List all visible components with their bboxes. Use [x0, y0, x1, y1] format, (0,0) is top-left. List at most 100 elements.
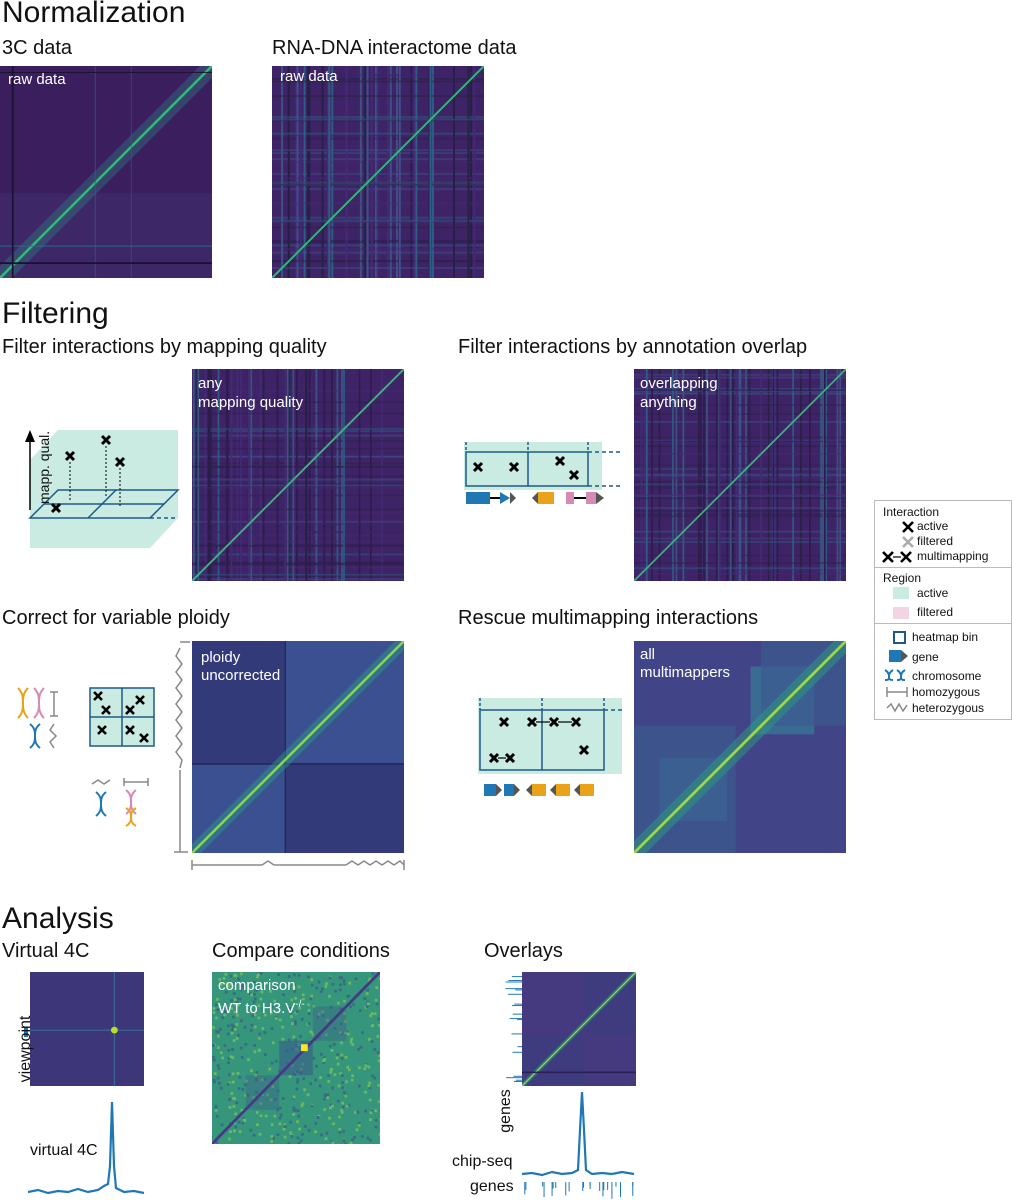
cross-active-icon — [902, 521, 914, 533]
heatmap-texture-dot — [240, 972, 243, 976]
heatmap-texture-dot — [295, 1087, 299, 1091]
heatmap-texture-dot — [340, 1056, 344, 1060]
homozygous-icon — [886, 687, 908, 697]
heatmap-texture-dot — [229, 974, 233, 978]
heatmap-texture-dot — [364, 1005, 368, 1009]
heatmap-texture-dot — [244, 1042, 248, 1046]
heatmap-texture-dot — [233, 1010, 237, 1014]
heatmap-texture-dot — [271, 1041, 275, 1045]
heatmap-texture-dot — [269, 1098, 273, 1102]
heatmap-texture-dot — [261, 1007, 265, 1011]
heatmap-texture-dot — [212, 1011, 216, 1014]
heatmap-texture-dot — [240, 1056, 244, 1059]
heatmap-texture-dot — [253, 992, 256, 996]
gene-icon — [889, 650, 908, 662]
axis-label: mapp. qual. — [36, 431, 52, 504]
heatmap-texture-dot — [374, 998, 378, 1002]
heatmap-texture-dot — [276, 1133, 280, 1136]
heatmap-texture-dot — [276, 1089, 280, 1093]
heatmap-texture-dot — [326, 1018, 329, 1022]
heatmap-texture-dot — [237, 1087, 241, 1090]
heatmap-texture-dot — [306, 1022, 310, 1026]
heatmap-texture-dot — [317, 1035, 321, 1039]
heatmap-texture-dot — [292, 1095, 296, 1099]
heatmap-texture-dot — [288, 1006, 292, 1010]
heatmap-ploidy — [192, 641, 404, 853]
heatmap-texture-dot — [345, 1104, 349, 1108]
heatmap-virtual-4c — [30, 972, 144, 1086]
heatmap-texture-dot — [309, 1030, 313, 1034]
heatmap-texture-dot — [292, 1108, 296, 1112]
heatmap-texture-dot — [374, 1109, 377, 1113]
heatmap-texture-dot — [231, 1048, 234, 1051]
heatmap-texture-dot — [369, 1138, 372, 1142]
heatmap-texture-dot — [371, 1074, 375, 1078]
heatmap-texture-dot — [219, 1051, 223, 1055]
heatmap-texture-dot — [294, 1038, 298, 1042]
heatmap-texture-dot — [347, 994, 350, 998]
heatmap-texture-dot — [339, 1007, 343, 1011]
heatmap-texture-dot — [337, 1084, 341, 1088]
heatmap-texture-dot — [319, 1084, 322, 1088]
heatmap-texture-dot — [350, 1037, 354, 1041]
genes-track-vertical — [505, 976, 522, 1082]
heatmap-texture-dot — [353, 1136, 356, 1139]
heatmap-texture-dot — [256, 973, 260, 976]
heatmap-texture-dot — [307, 1129, 311, 1132]
heatmap-texture-dot — [242, 1118, 246, 1122]
heatmap-texture-dot — [357, 1047, 360, 1051]
heatmap-texture-dot — [227, 1048, 231, 1052]
heatmap-texture-dot — [319, 1076, 322, 1080]
heatmap-texture-dot — [349, 1005, 352, 1009]
heatmap-texture-dot — [249, 1029, 253, 1032]
panel-title-annotation-overlap: Filter interactions by annotation overla… — [458, 336, 808, 358]
heatmap-texture-dot — [228, 1137, 231, 1141]
heatmap-texture-dot — [340, 1022, 343, 1026]
heatmap-texture-dot — [297, 1141, 301, 1144]
legend-chromosome: chromosome — [912, 669, 982, 683]
heatmap-texture-dot — [367, 1065, 371, 1069]
heatmap-texture-dot — [263, 1053, 267, 1056]
heatmap-texture-dot — [214, 1108, 218, 1112]
heatmap-texture-dot — [270, 1140, 273, 1143]
heatmap-texture-dot — [336, 1099, 340, 1103]
heatmap-texture-dot — [309, 997, 313, 1001]
heatmap-texture-dot — [377, 1100, 380, 1104]
heatmap-texture-dot — [227, 1057, 231, 1060]
heatmap-texture-dot — [253, 1043, 257, 1047]
heatmap-texture-dot — [221, 1056, 225, 1060]
heatmap-texture-dot — [302, 1077, 306, 1081]
heatmap-texture-dot — [351, 1043, 354, 1046]
legend-divider — [875, 567, 1011, 568]
section-title-normalization: Normalization — [2, 0, 186, 29]
heatmap-texture-dot — [255, 1078, 258, 1082]
heatmap-texture-dot — [234, 1112, 238, 1116]
heatmap-texture-dot — [241, 1087, 245, 1091]
heatmap-texture-dot — [346, 1032, 350, 1036]
heatmap-texture-dot — [356, 1110, 360, 1114]
heatmap-label-line2: multimappers — [640, 664, 731, 681]
heatmap-texture-dot — [256, 988, 259, 992]
heatmap-texture-dot — [364, 1109, 367, 1113]
heatmap-texture-dot — [226, 1008, 230, 1011]
heatmap-texture-dot — [341, 1081, 345, 1085]
heatmap-label-line1: any — [198, 375, 223, 392]
heatmap-texture-dot — [315, 1064, 318, 1068]
heatmap-texture-dot — [250, 993, 253, 997]
heatmap-texture-dot — [340, 1111, 344, 1114]
heatmap-texture-dot — [341, 1086, 344, 1090]
heatmap-texture-dot — [220, 1123, 224, 1127]
heatmap-texture-dot — [343, 1091, 346, 1094]
heatmap-texture-dot — [335, 1056, 339, 1060]
heatmap-texture-dot — [287, 975, 291, 978]
heatmap-rna-dna-raw — [272, 66, 484, 278]
heatmap-texture-dot — [273, 986, 276, 990]
heatmap-texture-dot — [245, 1079, 248, 1083]
heatmap-texture-dot — [296, 1136, 300, 1140]
heatmap-texture-dot — [377, 1084, 380, 1087]
heatmap-texture-dot — [379, 977, 380, 980]
heatmap-texture-dot — [323, 1056, 326, 1060]
heatmap-texture-dot — [238, 1075, 242, 1079]
heatmap-texture-dot — [260, 990, 264, 994]
heatmap-texture-dot — [366, 988, 370, 992]
